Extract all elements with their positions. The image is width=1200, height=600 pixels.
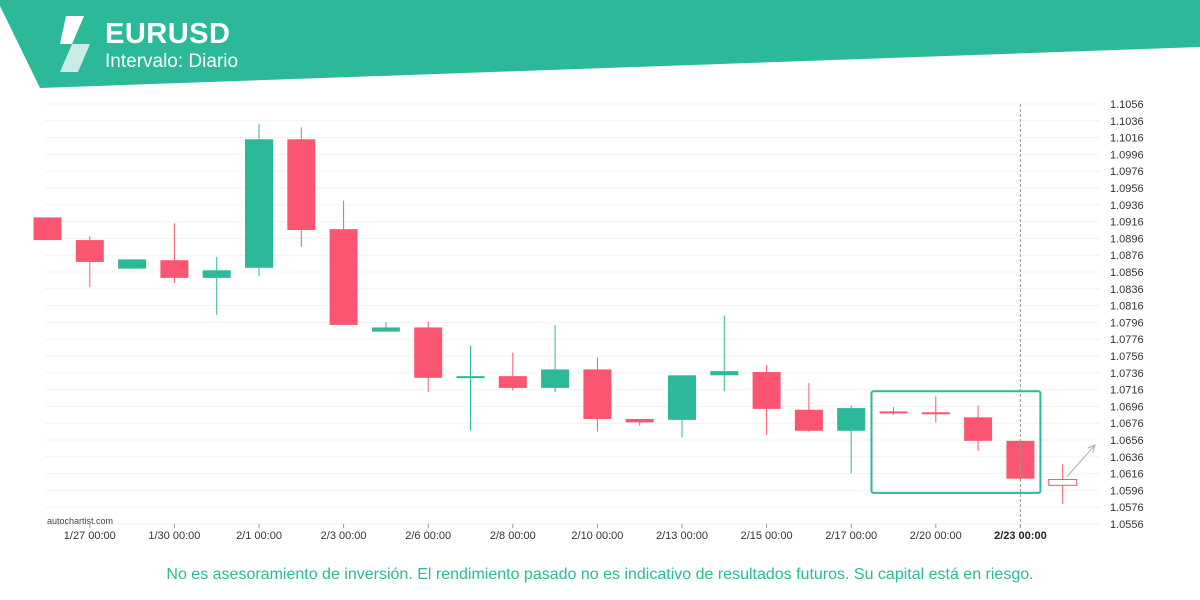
y-tick-label: 1.0796 [1110,317,1144,329]
overlays [870,104,1096,528]
y-tick-label: 1.0676 [1110,418,1144,430]
y-tick-label: 1.0716 [1110,385,1144,397]
x-tick-label: 2/13 00:00 [656,530,708,542]
projection-arrow-head [1087,444,1096,453]
watermark: autochartist.com [47,516,114,526]
y-tick-label: 1.0856 [1110,267,1144,279]
x-tick-label: 2/3 00:00 [321,530,367,542]
interval-label: Intervalo: Diario [105,51,239,72]
candle-body [160,260,189,278]
y-tick-label: 1.0576 [1110,502,1144,514]
candle-body [118,259,147,269]
y-tick-label: 1.0916 [1110,217,1144,229]
candle-body [541,369,570,388]
candle-body [456,376,485,379]
grid [45,103,1100,525]
header-banner [0,0,1200,88]
y-tick-label: 1.0636 [1110,452,1144,464]
y-tick-label: 1.0776 [1110,334,1144,346]
candle-body [287,139,316,230]
y-tick-label: 1.0696 [1110,401,1144,413]
x-tick-label: 2/15 00:00 [741,530,793,542]
candle-body [371,327,400,332]
x-tick-label: 2/8 00:00 [490,530,536,542]
y-tick-label: 1.0616 [1110,469,1144,481]
candle-body [329,229,358,325]
x-tick-label: 2/17 00:00 [825,530,877,542]
x-tick-label: 2/20 00:00 [910,530,962,542]
candle-body [414,327,443,378]
candle-body [710,371,739,376]
x-tick-label: 2/10 00:00 [571,530,623,542]
y-tick-label: 1.0736 [1110,368,1144,380]
candle-body [75,240,104,262]
disclaimer-text: No es asesoramiento de inversión. El ren… [166,566,1034,583]
pattern-box [870,390,1042,494]
candle-body [837,408,866,431]
candle-body [879,411,908,414]
y-tick-label: 1.0956 [1110,183,1144,195]
y-tick-label: 1.0876 [1110,250,1144,262]
y-tick-label: 1.0976 [1110,166,1144,178]
candle-body [625,419,654,423]
candle-body [33,217,62,241]
y-tick-label: 1.0996 [1110,149,1144,161]
y-tick-label: 1.0656 [1110,435,1144,447]
symbol-title: EURUSD [105,18,231,50]
x-tick-label: 1/30 00:00 [148,530,200,542]
candle-body [202,270,231,278]
candle-body [668,375,696,420]
y-tick-label: 1.1056 [1110,99,1144,111]
y-tick-label: 1.0936 [1110,200,1144,212]
x-tick-label: 2/23 00:00 [994,530,1047,542]
x-tick-label: 2/1 00:00 [236,530,282,542]
x-tick-label: 1/27 00:00 [64,530,116,542]
candles [33,124,1078,504]
autochartist-logo-icon [60,16,90,72]
candle-body [964,417,993,441]
y-tick-label: 1.0556 [1110,519,1144,531]
candle-body [794,409,823,431]
x-tick-label: 2/6 00:00 [405,530,451,542]
y-tick-label: 1.0896 [1110,233,1144,245]
candle-body [921,412,950,415]
candle-body [1048,478,1078,486]
candle-body [245,139,273,268]
projection-arrow [1066,444,1096,478]
axes: 1.1056 1.1036 1.1016 1.0996 1.0976 1.0956 1.09… [64,99,1144,542]
candle-body [583,369,612,419]
candle-body [498,376,527,388]
y-tick-label: 1.0836 [1110,284,1144,296]
y-tick-label: 1.1016 [1110,133,1144,145]
candle-body [752,371,781,409]
y-tick-label: 1.0596 [1110,485,1144,497]
y-tick-label: 1.0816 [1110,301,1144,313]
y-tick-label: 1.0756 [1110,351,1144,363]
y-tick-label: 1.1036 [1110,116,1144,128]
